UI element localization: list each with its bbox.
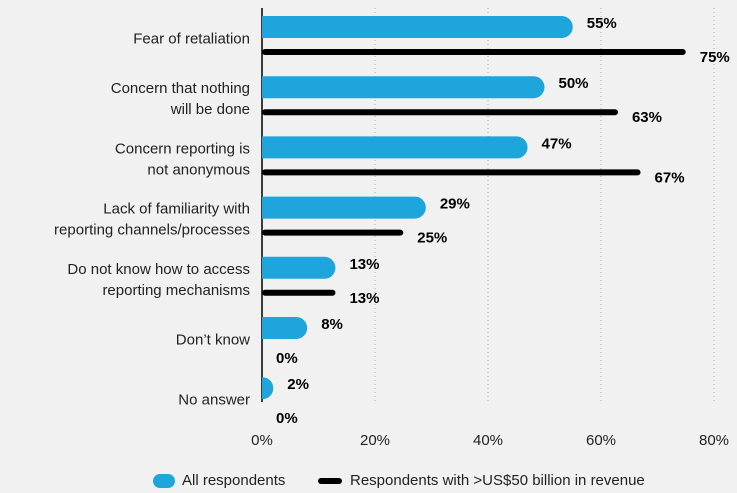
bar bbox=[262, 317, 308, 339]
bar bbox=[262, 16, 573, 38]
x-tick-label: 80% bbox=[699, 432, 729, 449]
value-label: 0% bbox=[276, 410, 298, 427]
value-label: 75% bbox=[700, 49, 730, 66]
value-label: 13% bbox=[349, 256, 379, 273]
value-label: 50% bbox=[559, 75, 589, 92]
x-tick-label: 0% bbox=[251, 432, 273, 449]
bar bbox=[262, 196, 426, 219]
value-label: 55% bbox=[587, 15, 617, 32]
value-label: 2% bbox=[287, 376, 309, 393]
bar bbox=[262, 229, 404, 236]
value-label: 63% bbox=[632, 109, 662, 126]
category-label: Don’t know bbox=[176, 331, 250, 348]
value-label: 8% bbox=[321, 316, 343, 333]
x-tick-label: 40% bbox=[473, 432, 503, 449]
category-label: not anonymous bbox=[147, 161, 250, 178]
value-label: 0% bbox=[276, 350, 298, 367]
value-label: 29% bbox=[440, 196, 470, 213]
legend-label: Respondents with >US$50 billion in reven… bbox=[350, 472, 645, 489]
category-label: No answer bbox=[178, 392, 250, 409]
x-tick-label: 20% bbox=[360, 432, 390, 449]
category-label: reporting mechanisms bbox=[102, 282, 250, 299]
category-label: Concern reporting is bbox=[115, 140, 250, 157]
legend-swatch bbox=[153, 474, 175, 488]
bar bbox=[262, 289, 336, 296]
legend-label: All respondents bbox=[182, 472, 285, 489]
bar bbox=[262, 136, 528, 159]
category-label: will be done bbox=[170, 101, 250, 118]
bar bbox=[262, 49, 686, 55]
bar bbox=[262, 169, 641, 176]
category-label: Concern that nothing bbox=[111, 80, 250, 97]
value-label: 47% bbox=[542, 135, 572, 152]
category-label: Lack of familiarity with bbox=[103, 201, 250, 218]
legend-swatch bbox=[318, 478, 342, 484]
category-label: reporting channels/processes bbox=[54, 222, 250, 239]
value-label: 25% bbox=[417, 230, 447, 247]
category-label: Do not know how to access bbox=[67, 261, 250, 278]
x-tick-label: 60% bbox=[586, 432, 616, 449]
value-label: 67% bbox=[655, 169, 685, 186]
bar bbox=[262, 109, 618, 116]
bar bbox=[262, 256, 336, 279]
bar bbox=[262, 76, 545, 99]
category-label: Fear of retaliation bbox=[133, 30, 250, 47]
value-label: 13% bbox=[349, 290, 379, 307]
bar bbox=[262, 377, 274, 400]
